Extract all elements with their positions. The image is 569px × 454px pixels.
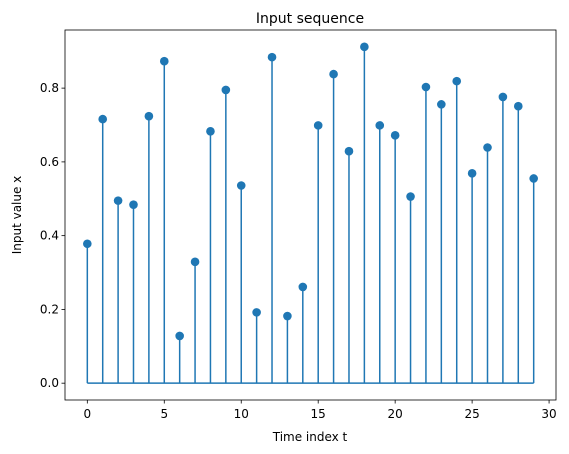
marker — [252, 308, 261, 317]
marker — [483, 143, 492, 152]
marker — [236, 181, 246, 190]
marker — [298, 282, 308, 292]
marker — [467, 169, 477, 178]
marker — [206, 126, 215, 136]
marker — [159, 56, 169, 66]
marker — [406, 192, 415, 201]
marker — [329, 69, 338, 79]
marker — [83, 239, 92, 249]
x-tick-label: 30 — [541, 407, 556, 421]
y-tick-label: 0.4 — [40, 229, 59, 243]
marker — [344, 146, 354, 156]
y-tick-label: 0.8 — [40, 81, 59, 95]
x-tick-label: 5 — [160, 407, 168, 421]
y-tick-label: 0.2 — [40, 302, 59, 316]
x-tick-label: 20 — [388, 407, 403, 421]
marker — [144, 111, 154, 121]
marker — [283, 311, 292, 321]
chart-title: Input sequence — [256, 11, 364, 27]
marker — [98, 114, 108, 124]
x-tick-label: 10 — [234, 407, 249, 421]
x-tick-label: 0 — [83, 407, 91, 421]
plot-frame — [64, 29, 557, 401]
marker — [375, 121, 385, 130]
marker — [421, 82, 431, 92]
y-tick-label: 0.6 — [40, 155, 59, 169]
marker — [190, 257, 200, 267]
marker — [267, 52, 277, 62]
x-axis-label: Time index t — [272, 430, 348, 444]
x-tick-label: 15 — [311, 407, 326, 421]
marker — [452, 76, 462, 86]
marker — [221, 85, 231, 95]
marker — [498, 92, 508, 102]
marker — [313, 121, 323, 130]
marker — [390, 131, 400, 140]
marker — [129, 200, 138, 209]
y-axis-label: Input value x — [10, 176, 24, 255]
x-tick-label: 25 — [464, 407, 479, 421]
y-tick-label: 0.0 — [40, 376, 59, 390]
marker — [513, 101, 523, 111]
marker — [529, 174, 538, 183]
marker — [113, 196, 123, 205]
marker — [437, 100, 446, 109]
marker — [360, 42, 369, 52]
marker — [175, 331, 184, 341]
